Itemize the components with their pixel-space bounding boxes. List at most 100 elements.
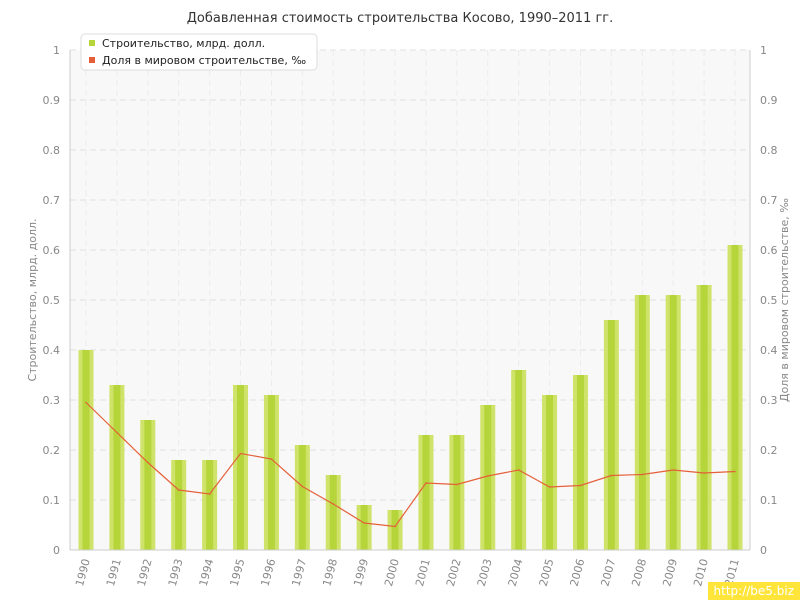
line-point xyxy=(85,401,87,404)
x-tick-label: 2001 xyxy=(413,557,433,587)
x-axis-ticks: 1990 1991 1992 1993 1994 1995 1996 1997 1998 1999… xyxy=(73,557,742,587)
left-tick-label: 0.7 xyxy=(43,194,61,207)
bar-highlight xyxy=(391,510,399,550)
x-tick-label: 1995 xyxy=(228,557,248,587)
x-tick-label: 1993 xyxy=(166,557,186,587)
left-tick-label: 0.3 xyxy=(43,394,61,407)
line-point xyxy=(301,485,304,488)
bar-highlight xyxy=(267,395,275,550)
right-tick-label: 0 xyxy=(760,544,767,557)
right-tick-label: 0.1 xyxy=(760,494,778,507)
left-tick-label: 0.4 xyxy=(43,344,61,357)
x-tick-label: 2008 xyxy=(629,557,649,587)
line-point xyxy=(734,470,736,473)
x-tick-label: 1996 xyxy=(259,557,279,587)
bar-highlight xyxy=(82,350,90,550)
left-tick-label: 0 xyxy=(53,544,60,557)
bar-highlight xyxy=(453,435,461,550)
x-tick-label: 2005 xyxy=(537,557,557,587)
line-point xyxy=(610,474,613,477)
line-point xyxy=(425,482,427,484)
right-tick-label: 0.5 xyxy=(760,294,778,307)
line-point xyxy=(116,431,118,434)
x-tick-label: 2003 xyxy=(475,557,495,587)
bar-highlight xyxy=(206,460,214,550)
bar-highlight xyxy=(546,395,554,550)
bar-highlight xyxy=(360,505,368,550)
x-tick-label: 1998 xyxy=(320,557,340,587)
series-line xyxy=(85,402,736,528)
line-point xyxy=(332,503,335,505)
line-point xyxy=(703,472,705,474)
left-tick-label: 0.8 xyxy=(43,144,61,157)
bar-highlight xyxy=(298,445,306,550)
x-tick-label: 1990 xyxy=(73,557,93,587)
bar-highlight xyxy=(731,245,739,550)
line-point xyxy=(270,458,273,460)
line-series xyxy=(85,401,736,528)
watermark: http://be5.biz xyxy=(707,582,800,600)
x-tick-label: 1997 xyxy=(289,557,309,587)
x-tick-label: 2002 xyxy=(444,557,464,587)
bar-series xyxy=(78,245,743,550)
left-axis-ticks: 0 0.1 0.2 0.3 0.4 0.5 0.6 0.7 0.8 0.9 1 xyxy=(43,44,61,557)
line-point xyxy=(641,473,644,476)
bar-highlight xyxy=(329,475,337,550)
bar-highlight xyxy=(638,295,646,550)
x-tick-label: 2007 xyxy=(598,557,618,587)
left-axis-label: Строительство, млрд. долл. xyxy=(26,218,39,381)
x-tick-label: 2006 xyxy=(568,557,588,587)
line-point xyxy=(394,525,396,528)
bar-highlight xyxy=(113,385,121,550)
right-tick-label: 0.8 xyxy=(760,144,778,157)
right-tick-label: 0.4 xyxy=(760,344,778,357)
right-axis-ticks: 0 0.1 0.2 0.3 0.4 0.5 0.6 0.7 0.8 0.9 1 xyxy=(760,44,778,557)
line-point xyxy=(486,475,489,477)
x-tick-label: 2004 xyxy=(506,557,526,587)
bar-highlight xyxy=(175,460,183,550)
axes xyxy=(69,50,751,551)
bar-highlight xyxy=(607,320,615,550)
legend-box xyxy=(80,33,318,71)
right-tick-label: 0.7 xyxy=(760,194,778,207)
bar-highlight xyxy=(144,420,152,550)
right-tick-label: 0.2 xyxy=(760,444,778,457)
x-tick-label: 2009 xyxy=(660,557,680,587)
left-tick-label: 0.6 xyxy=(43,244,61,257)
right-tick-label: 0.9 xyxy=(760,94,778,107)
line-point xyxy=(456,483,458,486)
left-tick-label: 0.5 xyxy=(43,294,61,307)
right-tick-label: 0.3 xyxy=(760,394,778,407)
line-point xyxy=(208,493,211,495)
line-point xyxy=(517,469,520,471)
x-tick-label: 1994 xyxy=(197,557,217,587)
line-point xyxy=(177,489,180,491)
bar-highlight xyxy=(700,285,708,550)
line-point xyxy=(579,484,582,487)
x-tick-label: 1999 xyxy=(351,557,371,587)
x-tick-label: 2000 xyxy=(382,557,402,587)
chart-title: Добавленная стоимость строительства Косо… xyxy=(187,11,614,26)
bar-highlight xyxy=(576,375,584,550)
x-tick-label: 1991 xyxy=(104,557,124,587)
left-tick-label: 0.1 xyxy=(43,494,61,507)
left-tick-label: 1 xyxy=(53,44,60,57)
left-tick-label: 0.2 xyxy=(43,444,61,457)
bar-highlight xyxy=(422,435,430,550)
line-point xyxy=(363,522,365,524)
left-tick-label: 0.9 xyxy=(43,94,61,107)
x-tick-label: 1992 xyxy=(135,557,155,587)
bar-highlight xyxy=(484,405,492,550)
right-tick-label: 0.6 xyxy=(760,244,778,257)
legend-swatch-line xyxy=(89,57,95,63)
line-point xyxy=(147,461,149,464)
right-axis-label: Доля в мировом строительстве, ‰ xyxy=(778,198,791,402)
bar-highlight xyxy=(515,370,523,550)
legend-label-line: Доля в мировом строительстве, ‰ xyxy=(102,54,306,67)
right-tick-label: 1 xyxy=(760,44,767,57)
line-point xyxy=(548,486,551,488)
line-point xyxy=(672,469,674,471)
legend: Строительство, млрд. долл. Доля в мирово… xyxy=(80,33,318,71)
bar-highlight xyxy=(237,385,245,550)
